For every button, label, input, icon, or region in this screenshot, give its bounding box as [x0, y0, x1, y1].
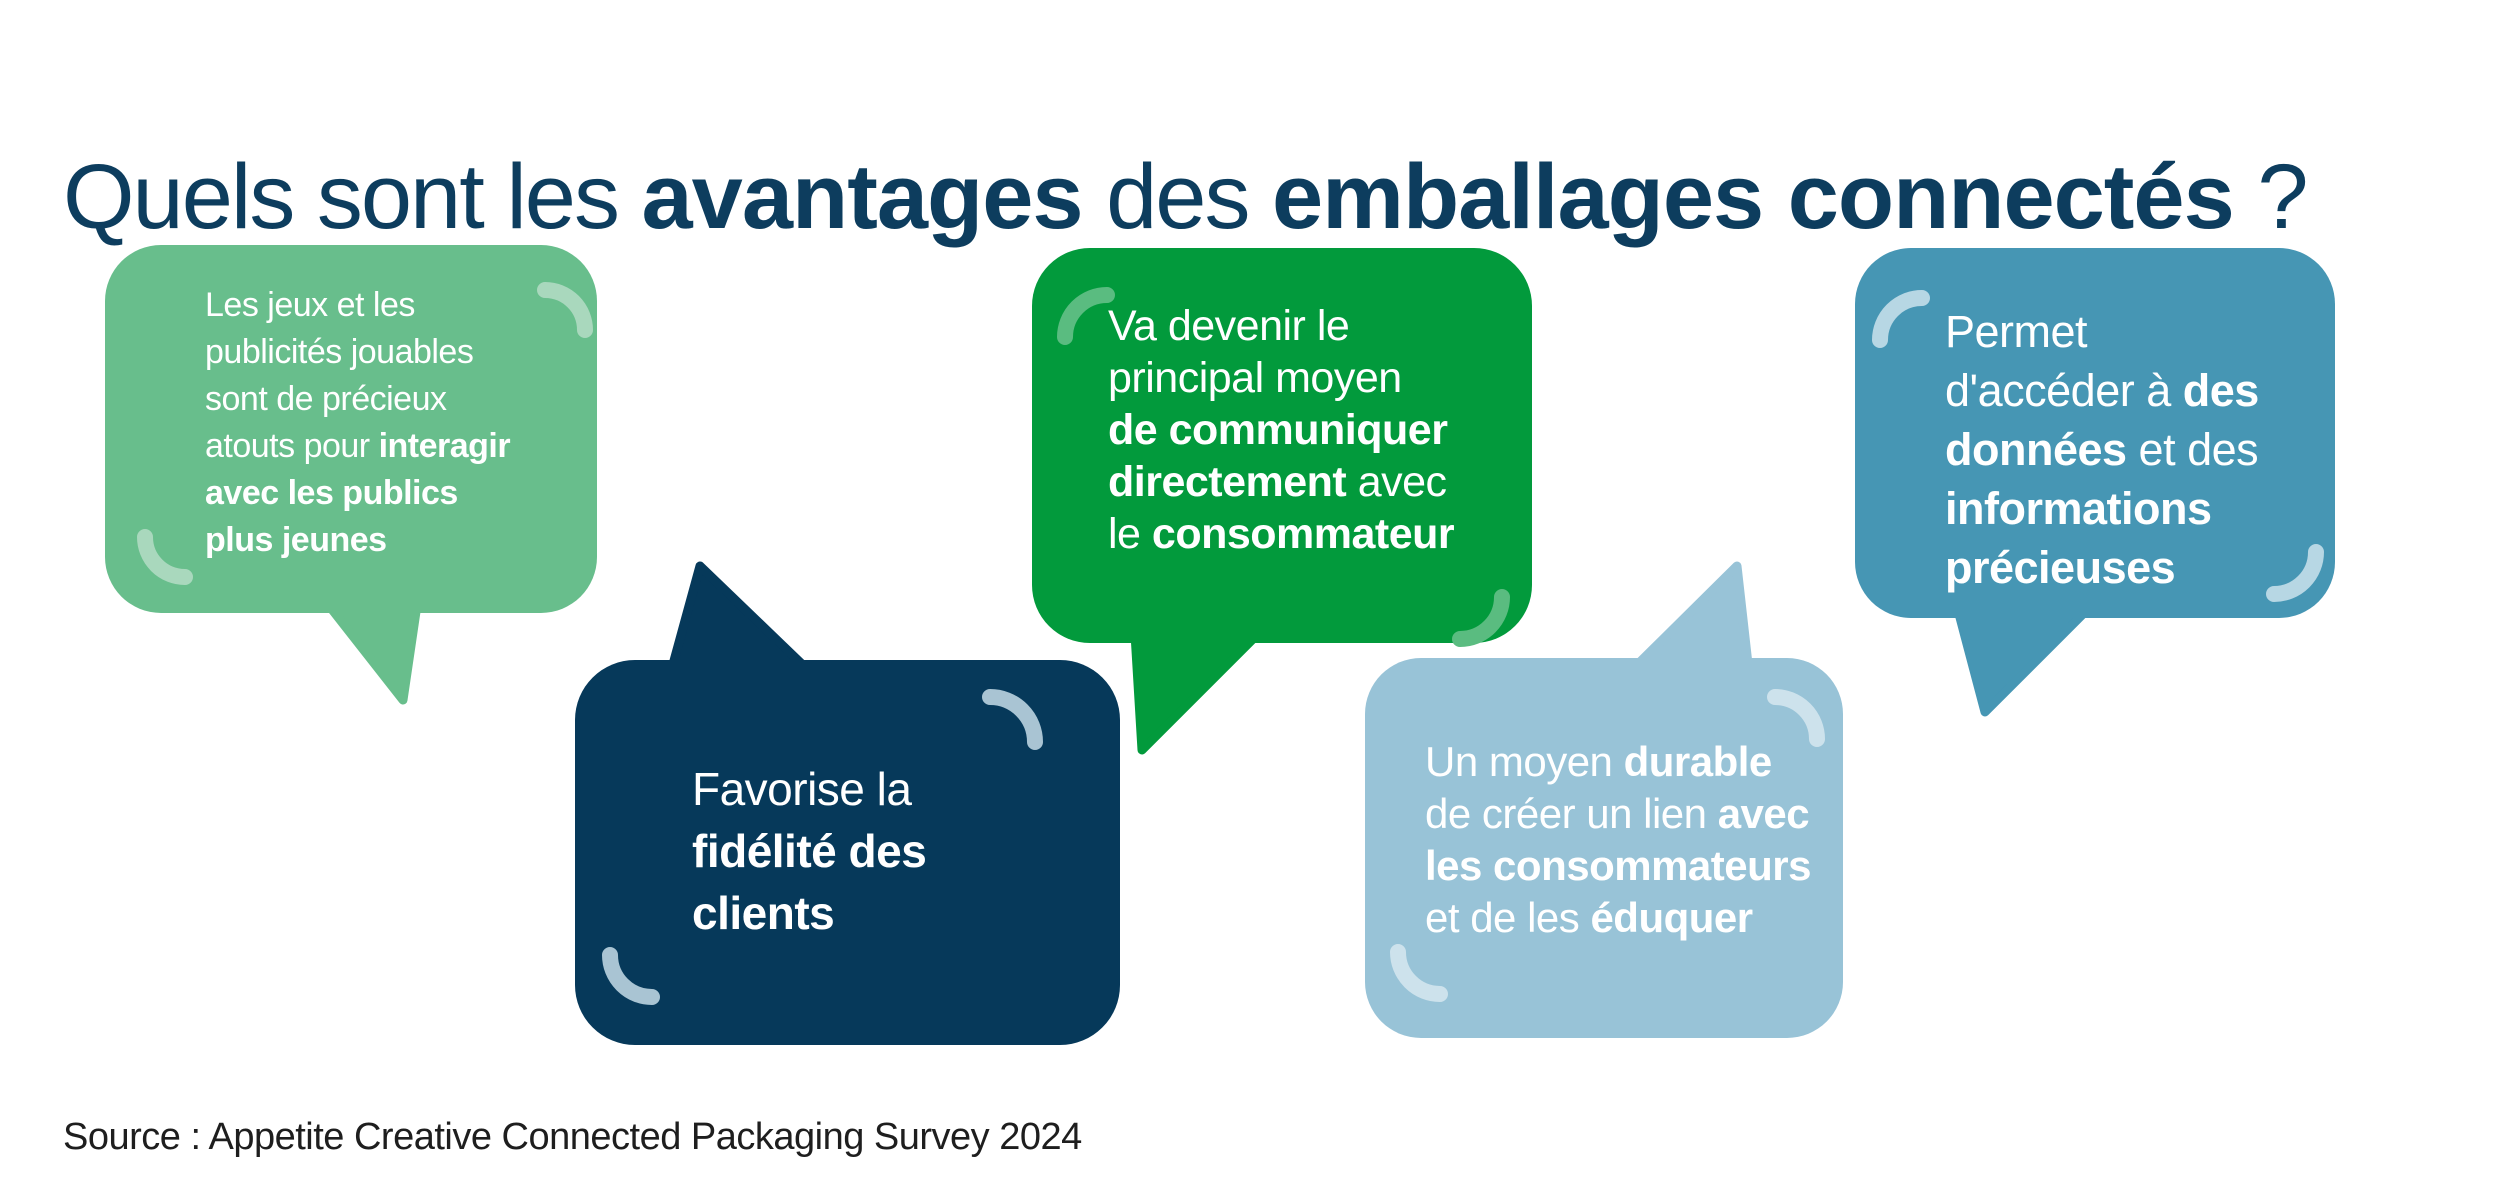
bubble-tail — [1130, 629, 1263, 755]
quote-arc-icon — [137, 529, 193, 585]
bubble-tail — [667, 561, 811, 673]
bubble-body — [1855, 248, 2335, 618]
bubble-interagir-publics-jeunes — [105, 245, 597, 705]
quote-arc-icon — [982, 689, 1043, 750]
quote-arc-icon — [602, 947, 660, 1005]
bubble-text-fidelite: Favorise la fidélité des clients — [692, 763, 927, 939]
quote-arc-icon — [1057, 287, 1115, 345]
bubble-text-donnees: Permet d'accéder à des données et des infor… — [1945, 306, 2259, 593]
bubble-tail — [318, 593, 423, 705]
bubble-lien-durable-consommateurs — [1365, 561, 1843, 1038]
bubble-body — [1032, 248, 1532, 643]
bubble-fidelite-clients — [575, 561, 1120, 1045]
bubble-text-communiquer: Va devenir le principal moyen de communiqu… — [1108, 302, 1455, 558]
source-citation: Source : Appetite Creative Connected Pac… — [63, 1116, 1082, 1158]
bubble-body — [1365, 658, 1843, 1038]
quote-arc-icon — [1872, 290, 1930, 348]
quote-arc-icon — [1452, 589, 1510, 647]
quote-arc-icon — [1767, 689, 1825, 747]
bubble-tail — [1953, 605, 2092, 717]
bubble-text-durable: Un moyen durable de créer un lien avec les… — [1425, 738, 1812, 941]
bubble-donnees-informations — [1855, 248, 2335, 717]
bubble-tail — [1633, 561, 1753, 669]
page-title: Quels sont les avantages des emballages … — [63, 145, 2309, 248]
quote-arc-icon — [2266, 544, 2324, 602]
bubble-communiquer-directement — [1032, 248, 1532, 755]
bubble-text-interagir: Les jeux et les publicités jouables sont d… — [205, 286, 511, 559]
bubble-body — [105, 245, 597, 613]
quote-arc-icon — [537, 282, 593, 338]
quote-arc-icon — [1390, 944, 1448, 1002]
bubble-body — [575, 660, 1120, 1045]
